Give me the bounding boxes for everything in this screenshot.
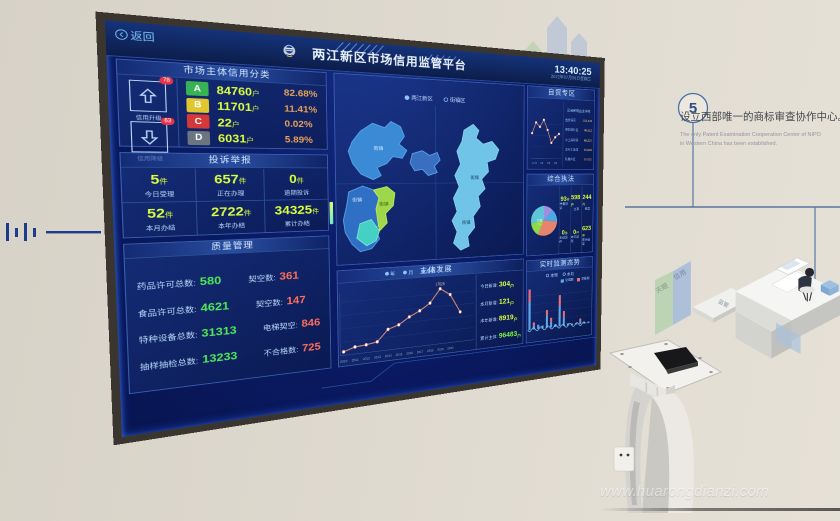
svg-text:街镇: 街镇 bbox=[462, 219, 471, 225]
svg-text:2010: 2010 bbox=[340, 359, 348, 364]
svg-text:2018: 2018 bbox=[427, 348, 434, 352]
svg-text:2016: 2016 bbox=[406, 351, 413, 356]
svg-text:2013: 2013 bbox=[374, 355, 381, 360]
svg-text:2011: 2011 bbox=[352, 357, 359, 362]
svg-text:3月: 3月 bbox=[554, 161, 558, 164]
svg-text:2014: 2014 bbox=[385, 353, 392, 358]
svg-text:73%: 73% bbox=[537, 223, 542, 226]
svg-text:1月: 1月 bbox=[540, 161, 544, 164]
svg-text:2012: 2012 bbox=[363, 356, 370, 361]
svg-text:17026: 17026 bbox=[436, 282, 445, 287]
svg-text:12月: 12月 bbox=[532, 161, 537, 164]
svg-text:2月: 2月 bbox=[547, 161, 551, 164]
svg-text:街镇: 街镇 bbox=[374, 145, 384, 152]
svg-text:街镇: 街镇 bbox=[379, 201, 389, 208]
svg-text:街镇: 街镇 bbox=[352, 196, 362, 203]
svg-text:2019: 2019 bbox=[437, 347, 444, 351]
svg-text:2020: 2020 bbox=[447, 346, 454, 350]
svg-text:2017: 2017 bbox=[417, 350, 424, 354]
svg-text:2015: 2015 bbox=[396, 352, 403, 357]
svg-text:街镇: 街镇 bbox=[470, 174, 479, 180]
